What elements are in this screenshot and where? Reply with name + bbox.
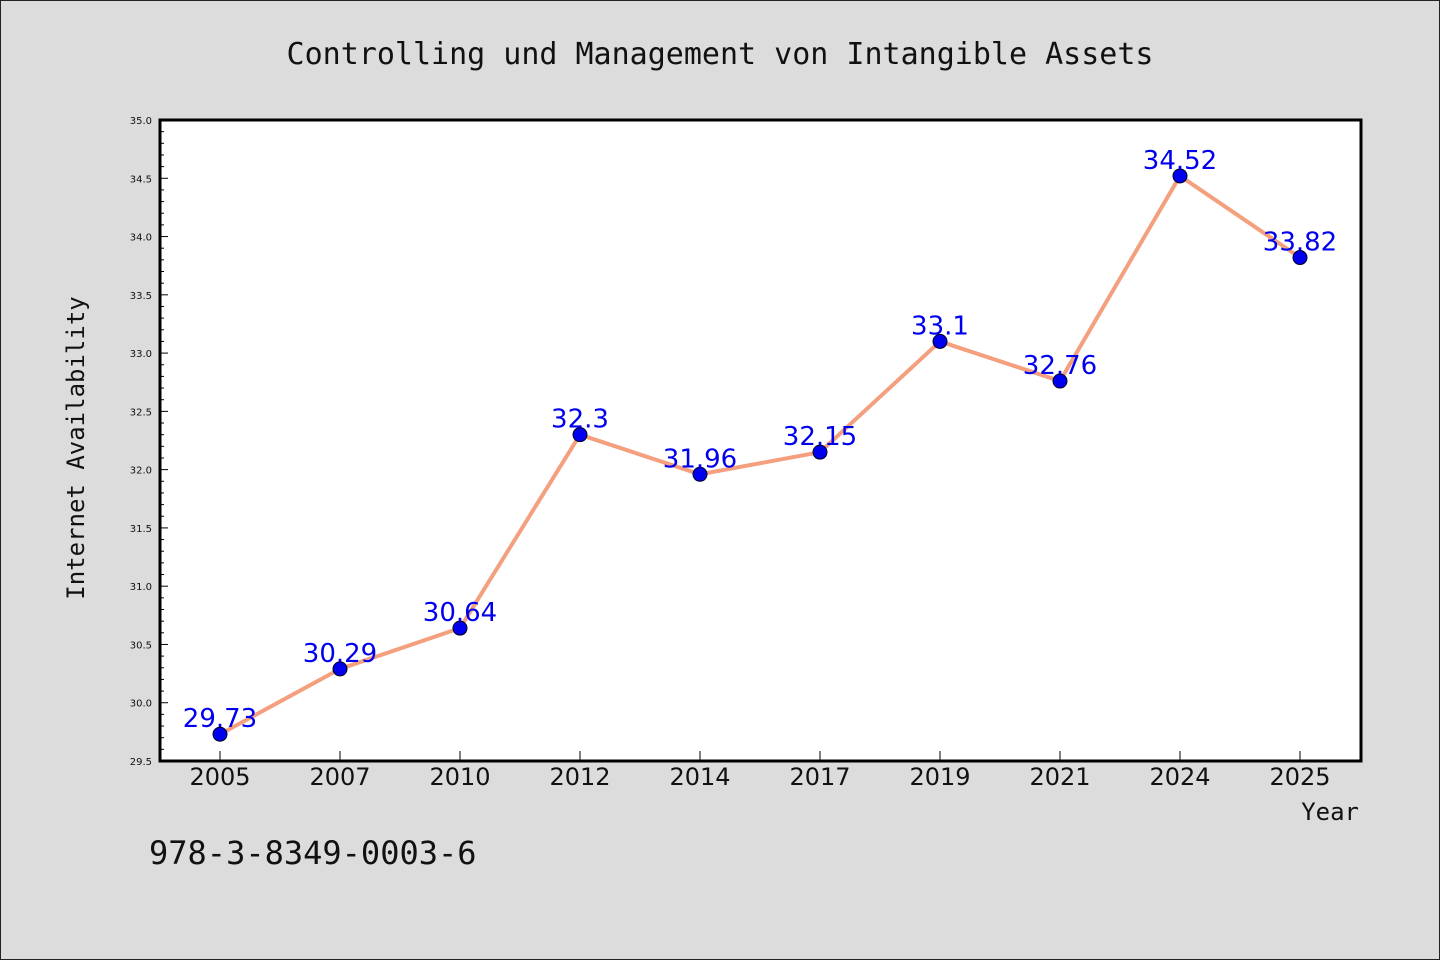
- x-tick-label: 2021: [1029, 763, 1090, 791]
- data-point: [572, 427, 588, 443]
- data-label: 31.96: [663, 444, 737, 474]
- x-axis-ticks: 2005 2007 2010 2012 2014 2017 2019 2021 2024 2025: [189, 751, 1331, 791]
- data-point: [692, 466, 708, 482]
- y-tick-label: 35.0: [130, 116, 152, 127]
- x-axis-label: Year: [1301, 798, 1359, 826]
- data-label: 29.73: [183, 704, 257, 734]
- data-point: [1292, 250, 1308, 266]
- y-tick-label: 30.5: [130, 640, 152, 651]
- data-point: [1172, 168, 1188, 184]
- y-tick-label: 30.0: [130, 699, 152, 710]
- y-tick-label: 33.5: [130, 291, 152, 302]
- y-tick-label: 29.5: [130, 757, 152, 768]
- y-tick-label: 34.5: [130, 174, 152, 185]
- x-tick-label: 2025: [1269, 763, 1330, 791]
- data-label: 30.64: [423, 598, 497, 628]
- y-tick-label: 33.0: [130, 349, 152, 360]
- data-labels-group: 29.73 30.29 30.64 32.3 31.96 32.15 33.1 32.76 34…: [183, 146, 1337, 734]
- y-axis-label: Internet Availability: [62, 296, 90, 599]
- isbn-footer: 978-3-8349-0003-6: [149, 834, 477, 872]
- chart-title: Controlling und Management von Intangibl…: [287, 37, 1154, 72]
- series-line: [218, 173, 1302, 737]
- data-label: 32.15: [783, 422, 857, 452]
- data-label: 32.76: [1023, 351, 1097, 381]
- y-tick-label: 31.0: [130, 582, 152, 593]
- data-point: [332, 661, 348, 677]
- data-point: [212, 726, 228, 742]
- x-tick-label: 2010: [429, 763, 490, 791]
- series-group: [212, 168, 1308, 742]
- data-label: 33.82: [1263, 228, 1337, 258]
- x-tick-label: 2024: [1149, 763, 1210, 791]
- data-point: [452, 620, 468, 636]
- x-tick-label: 2007: [309, 763, 370, 791]
- y-tick-label: 31.5: [130, 524, 152, 535]
- plot-area: [160, 120, 1361, 761]
- data-point: [932, 333, 948, 349]
- y-tick-label: 32.5: [130, 407, 152, 418]
- data-label: 32.3: [551, 405, 609, 435]
- data-point: [812, 444, 828, 460]
- x-tick-label: 2014: [669, 763, 730, 791]
- x-tick-label: 2017: [789, 763, 850, 791]
- data-point: [1052, 373, 1068, 389]
- x-tick-label: 2019: [909, 763, 970, 791]
- x-tick-label: 2012: [549, 763, 610, 791]
- y-tick-label: 32.0: [130, 466, 152, 477]
- data-label: 34.52: [1143, 146, 1217, 176]
- plot-frame: [158, 118, 1363, 763]
- y-tick-label: 34.0: [130, 233, 152, 244]
- data-label: 30.29: [303, 639, 377, 669]
- data-label: 33.1: [911, 311, 969, 341]
- x-tick-label: 2005: [189, 763, 250, 791]
